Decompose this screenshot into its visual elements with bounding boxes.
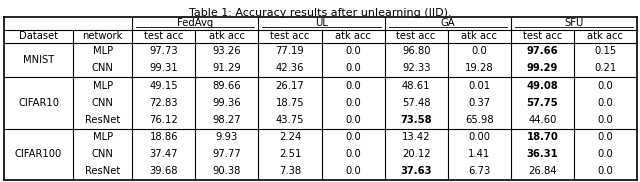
Text: test acc: test acc — [523, 31, 562, 41]
Text: FedAvg: FedAvg — [177, 18, 214, 28]
Text: CNN: CNN — [92, 98, 114, 108]
Text: test acc: test acc — [270, 31, 310, 41]
Text: 65.98: 65.98 — [465, 115, 493, 125]
Text: 0.21: 0.21 — [595, 64, 616, 74]
Text: 0.0: 0.0 — [598, 115, 613, 125]
Text: 36.31: 36.31 — [527, 149, 558, 159]
Text: MLP: MLP — [93, 81, 113, 91]
Text: 49.15: 49.15 — [150, 81, 178, 91]
Text: 93.26: 93.26 — [212, 46, 241, 56]
Text: 99.31: 99.31 — [150, 64, 178, 74]
Text: 2.24: 2.24 — [279, 132, 301, 142]
Text: 13.42: 13.42 — [402, 132, 431, 142]
Text: 49.08: 49.08 — [527, 81, 558, 91]
Text: 0.0: 0.0 — [345, 132, 361, 142]
Text: 57.48: 57.48 — [402, 98, 431, 108]
Text: 0.0: 0.0 — [598, 132, 613, 142]
Text: CNN: CNN — [92, 149, 114, 159]
Text: 44.60: 44.60 — [528, 115, 557, 125]
Text: test acc: test acc — [396, 31, 436, 41]
Text: 0.0: 0.0 — [345, 64, 361, 74]
Text: 9.93: 9.93 — [216, 132, 238, 142]
Text: CIFAR100: CIFAR100 — [15, 149, 62, 159]
Text: 97.66: 97.66 — [527, 46, 558, 56]
Text: SFU: SFU — [564, 18, 584, 28]
Text: 0.0: 0.0 — [345, 149, 361, 159]
Text: ResNet: ResNet — [85, 166, 120, 176]
Text: 89.66: 89.66 — [212, 81, 241, 91]
Text: 39.68: 39.68 — [150, 166, 178, 176]
Text: CNN: CNN — [92, 64, 114, 74]
Text: 98.27: 98.27 — [212, 115, 241, 125]
Text: 7.38: 7.38 — [279, 166, 301, 176]
Text: ResNet: ResNet — [85, 115, 120, 125]
Text: 0.00: 0.00 — [468, 132, 490, 142]
Text: 20.12: 20.12 — [402, 149, 431, 159]
Text: atk acc: atk acc — [209, 31, 245, 41]
Text: atk acc: atk acc — [461, 31, 497, 41]
Text: 37.47: 37.47 — [150, 149, 178, 159]
Text: MNIST: MNIST — [23, 55, 54, 65]
Text: MLP: MLP — [93, 46, 113, 56]
Text: 0.0: 0.0 — [345, 81, 361, 91]
Text: 0.0: 0.0 — [598, 81, 613, 91]
Text: 91.29: 91.29 — [212, 64, 241, 74]
Text: 42.36: 42.36 — [276, 64, 304, 74]
Text: 92.33: 92.33 — [402, 64, 431, 74]
Text: 73.58: 73.58 — [401, 115, 432, 125]
Text: 19.28: 19.28 — [465, 64, 493, 74]
Text: 26.17: 26.17 — [276, 81, 305, 91]
Text: 2.51: 2.51 — [279, 149, 301, 159]
Text: 18.75: 18.75 — [276, 98, 304, 108]
Text: 0.0: 0.0 — [598, 166, 613, 176]
Text: 1.41: 1.41 — [468, 149, 490, 159]
Text: Table 1: Accuracy results after unlearning (IID).: Table 1: Accuracy results after unlearni… — [189, 8, 451, 18]
Text: test acc: test acc — [144, 31, 184, 41]
Text: 77.19: 77.19 — [276, 46, 305, 56]
Text: 0.15: 0.15 — [595, 46, 616, 56]
Text: 76.12: 76.12 — [149, 115, 178, 125]
Text: 72.83: 72.83 — [150, 98, 178, 108]
Text: 99.36: 99.36 — [212, 98, 241, 108]
Text: 6.73: 6.73 — [468, 166, 490, 176]
Text: 97.73: 97.73 — [150, 46, 178, 56]
Text: 90.38: 90.38 — [212, 166, 241, 176]
Text: GA: GA — [440, 18, 455, 28]
Text: network: network — [83, 31, 123, 41]
Text: atk acc: atk acc — [335, 31, 371, 41]
Text: 0.0: 0.0 — [598, 98, 613, 108]
Text: 57.75: 57.75 — [527, 98, 558, 108]
Text: atk acc: atk acc — [588, 31, 623, 41]
Text: UL: UL — [315, 18, 328, 28]
Text: MLP: MLP — [93, 132, 113, 142]
Text: CIFAR10: CIFAR10 — [18, 98, 59, 108]
Text: 0.0: 0.0 — [598, 149, 613, 159]
Text: 0.0: 0.0 — [345, 98, 361, 108]
Text: 43.75: 43.75 — [276, 115, 304, 125]
Text: 0.01: 0.01 — [468, 81, 490, 91]
Text: 0.37: 0.37 — [468, 98, 490, 108]
Text: 26.84: 26.84 — [528, 166, 557, 176]
Text: 0.0: 0.0 — [345, 115, 361, 125]
Text: 18.86: 18.86 — [150, 132, 178, 142]
Text: 37.63: 37.63 — [401, 166, 432, 176]
Text: 99.29: 99.29 — [527, 64, 558, 74]
Text: 48.61: 48.61 — [402, 81, 431, 91]
Text: 0.0: 0.0 — [345, 46, 361, 56]
Text: 0.0: 0.0 — [472, 46, 487, 56]
Text: 96.80: 96.80 — [402, 46, 431, 56]
Text: 18.70: 18.70 — [527, 132, 558, 142]
Text: 97.77: 97.77 — [212, 149, 241, 159]
Text: 0.0: 0.0 — [345, 166, 361, 176]
Text: Dataset: Dataset — [19, 31, 58, 41]
